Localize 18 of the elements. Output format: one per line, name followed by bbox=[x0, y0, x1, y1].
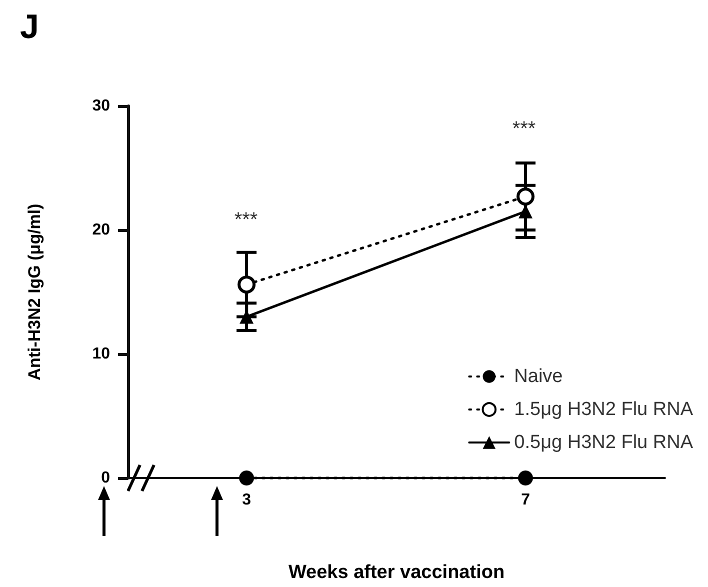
legend-label: Naive bbox=[514, 366, 563, 387]
y-tick-label: 30 bbox=[92, 98, 110, 114]
x-tick-label: 3 bbox=[242, 492, 252, 508]
x-tick-label: 7 bbox=[521, 492, 530, 508]
x-axis-title: Weeks after vaccination bbox=[288, 562, 505, 583]
legend-label: 0.5μg H3N2 Flu RNA bbox=[514, 432, 694, 453]
point bbox=[239, 470, 254, 486]
chart-title: J bbox=[20, 8, 39, 46]
point bbox=[518, 470, 534, 486]
point bbox=[238, 276, 256, 294]
y-axis-title: Anti-H3N2 IgG (μg/ml) bbox=[25, 204, 44, 380]
y-tick-label: 10 bbox=[92, 346, 110, 362]
annotation: *** bbox=[512, 118, 536, 140]
point bbox=[516, 188, 535, 206]
legend-label: 1.5μg H3N2 Flu RNA bbox=[514, 399, 694, 420]
y-tick-label: 20 bbox=[92, 222, 110, 238]
y-tick-label: 0 bbox=[101, 470, 110, 486]
annotation: *** bbox=[234, 209, 258, 231]
